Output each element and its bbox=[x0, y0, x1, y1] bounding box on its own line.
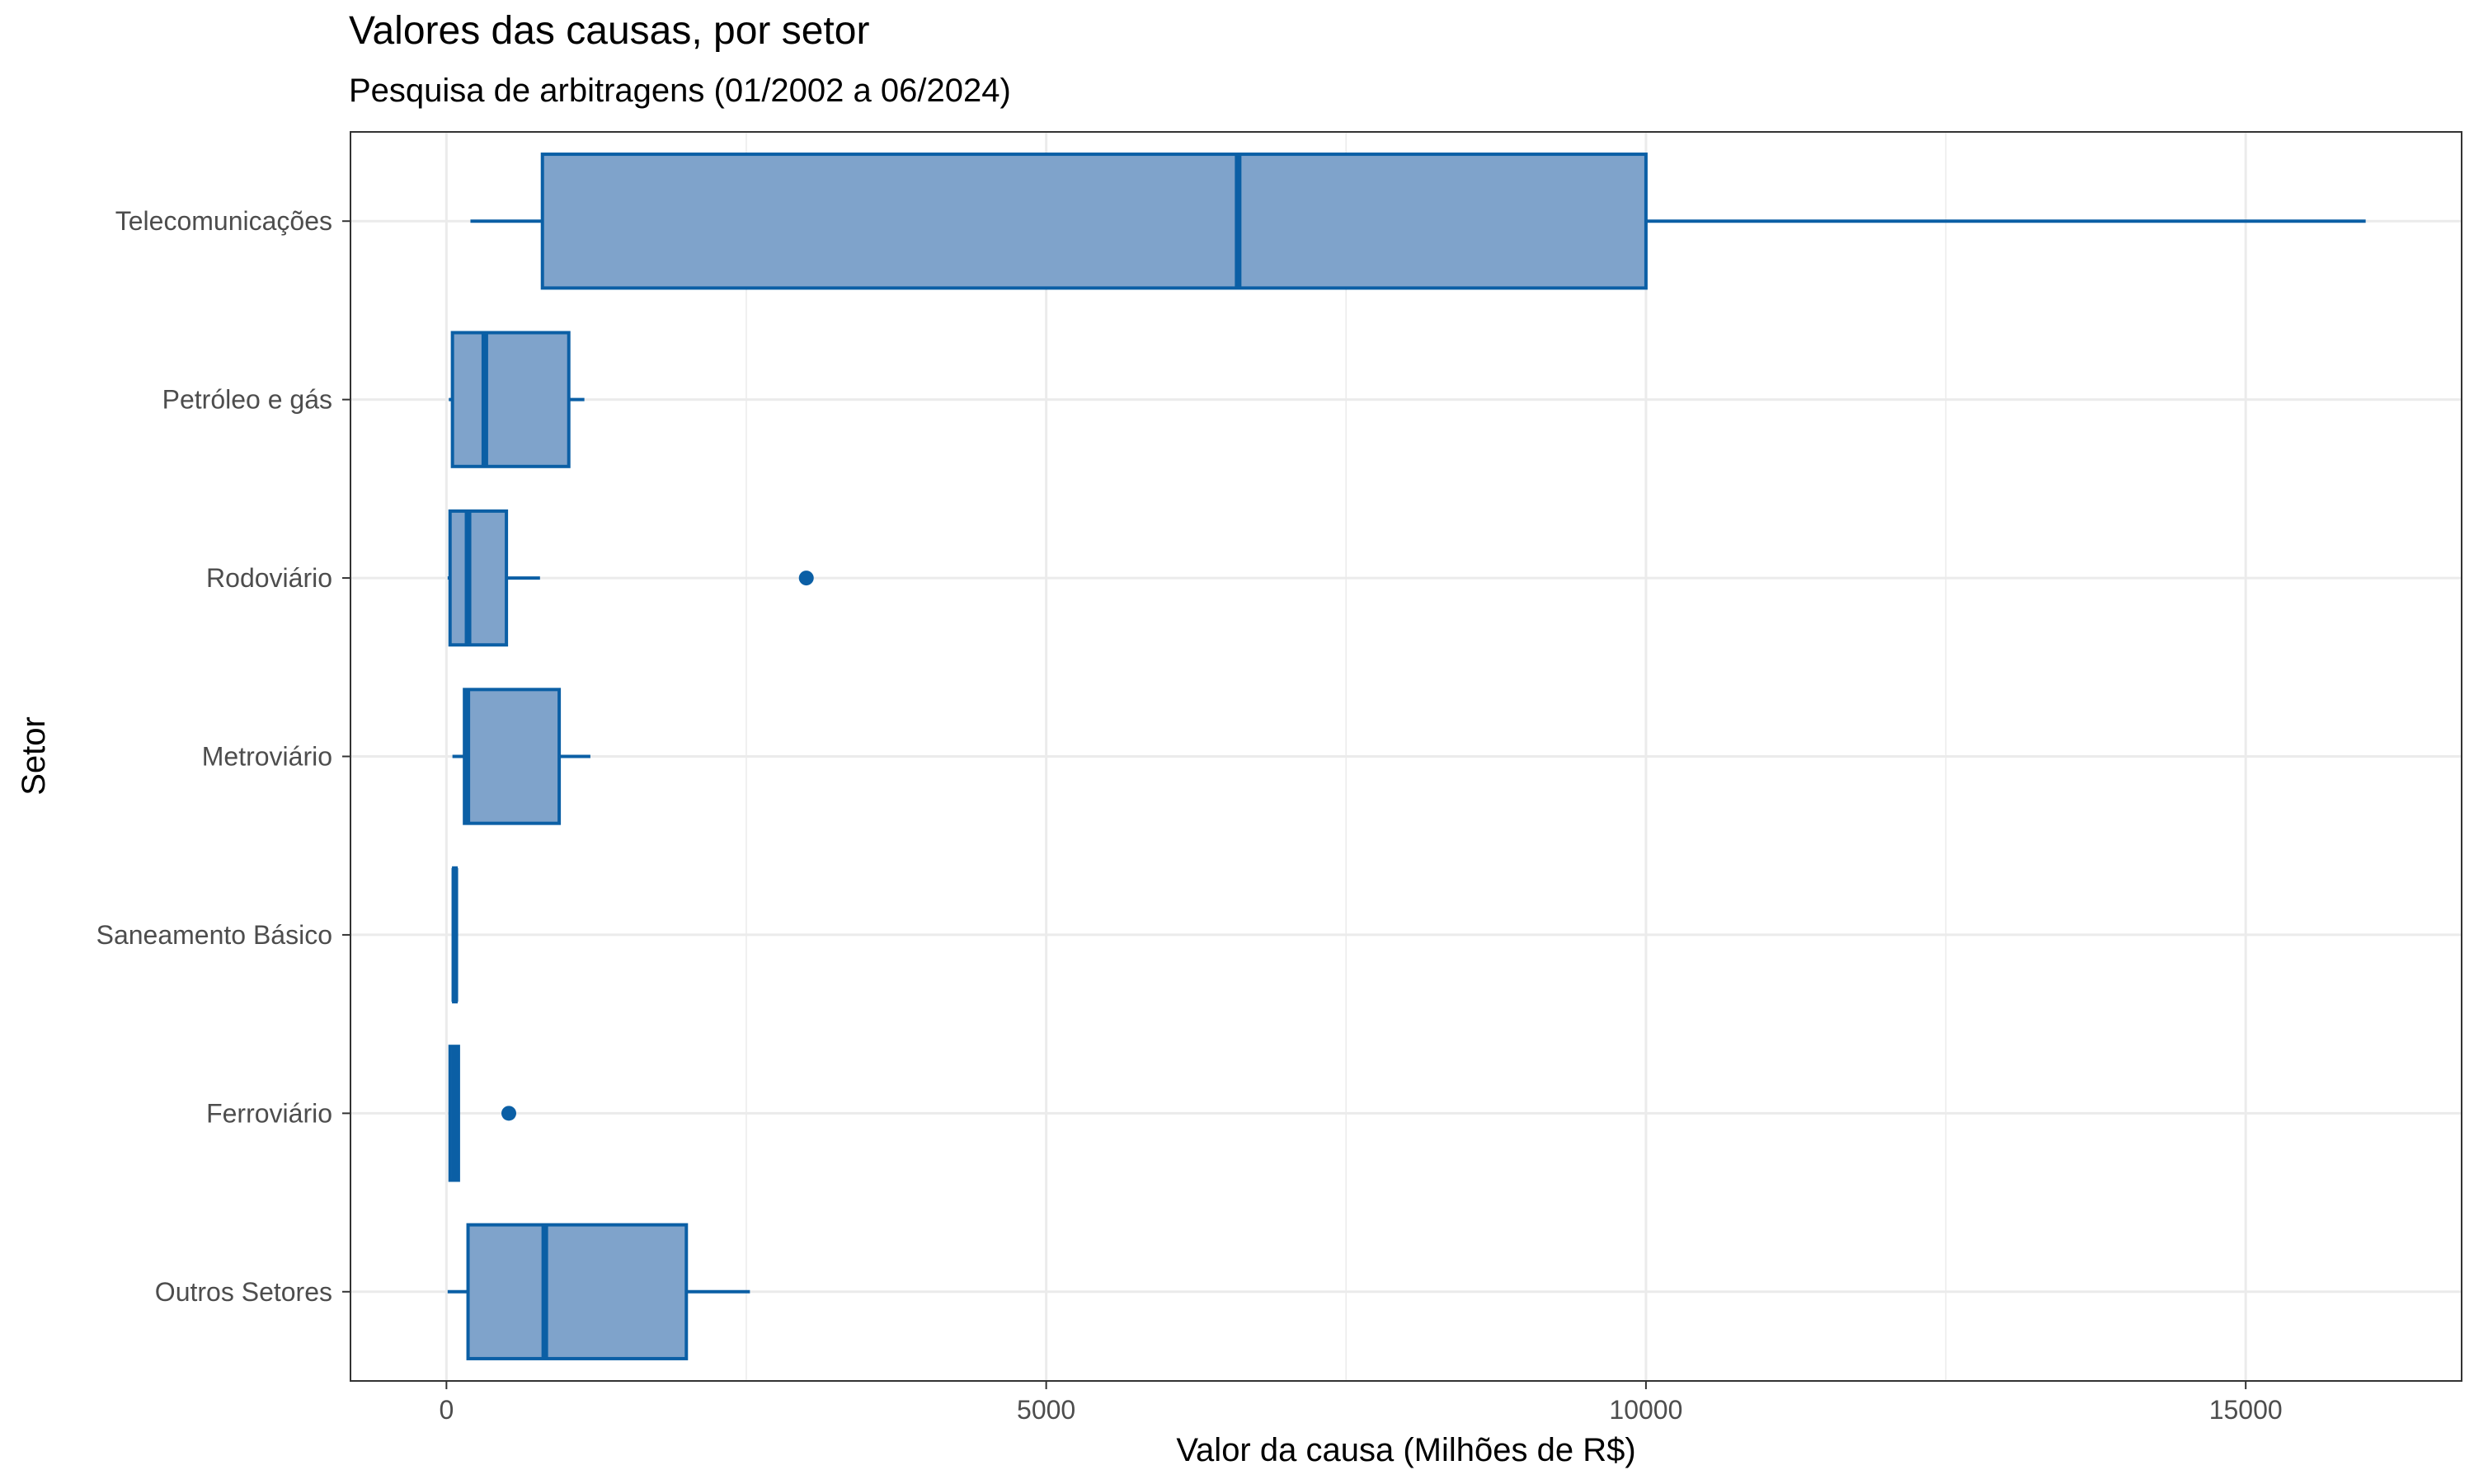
x-tick-label: 15000 bbox=[2209, 1395, 2283, 1425]
chart-title: Valores das causas, por setor bbox=[349, 9, 870, 53]
iqr-box bbox=[540, 153, 1648, 290]
y-tick-label: Rodoviário bbox=[206, 563, 332, 593]
y-tick-label: Telecomunicações bbox=[115, 206, 332, 236]
boxes bbox=[447, 153, 2366, 1360]
box-6 bbox=[447, 1223, 750, 1360]
outlier-point bbox=[798, 571, 814, 586]
x-tick-label: 10000 bbox=[1609, 1395, 1682, 1425]
iqr-box bbox=[466, 1223, 689, 1360]
box-1 bbox=[449, 331, 585, 468]
y-tick-label: Ferroviário bbox=[206, 1098, 332, 1128]
y-axis-title: Setor bbox=[16, 716, 52, 796]
x-tick-label: 5000 bbox=[1017, 1395, 1075, 1425]
box-3 bbox=[452, 688, 590, 825]
iqr-box bbox=[463, 688, 562, 825]
chart-subtitle: Pesquisa de arbitragens (01/2002 a 06/20… bbox=[349, 73, 1011, 109]
iqr-box bbox=[448, 509, 509, 647]
y-tick-label: Saneamento Básico bbox=[96, 920, 332, 950]
axes: Telecomunicações Petróleo e gás Rodoviário… bbox=[96, 206, 2283, 1425]
x-axis-title: Valor da causa (Milhões de R$) bbox=[1176, 1432, 1635, 1468]
iqr-box bbox=[450, 331, 571, 468]
y-tick-label: Petróleo e gás bbox=[162, 385, 332, 415]
x-tick-label: 0 bbox=[439, 1395, 454, 1425]
box-2 bbox=[447, 509, 814, 647]
y-tick-label: Metroviário bbox=[202, 742, 332, 772]
box-0 bbox=[470, 153, 2366, 290]
y-tick-label: Outros Setores bbox=[155, 1277, 332, 1307]
outlier-point bbox=[501, 1106, 516, 1121]
box-5 bbox=[448, 1045, 516, 1182]
box-4 bbox=[451, 866, 459, 1004]
